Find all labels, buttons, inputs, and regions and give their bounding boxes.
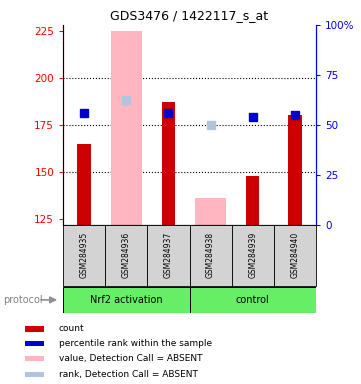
Bar [25,326,44,332]
Text: GSM284935: GSM284935 [80,232,89,278]
Text: GSM284938: GSM284938 [206,232,215,278]
Text: count: count [58,324,84,333]
Bar [274,225,316,286]
Bar [63,287,190,313]
Bar [162,102,175,225]
Text: Nrf2 activation: Nrf2 activation [90,295,163,305]
Bar [246,175,260,225]
Text: value, Detection Call = ABSENT: value, Detection Call = ABSENT [58,354,202,363]
Text: GSM284937: GSM284937 [164,232,173,278]
Bar [195,198,226,225]
Bar [78,144,91,225]
Bar [105,225,147,286]
Bar [63,225,105,286]
Bar [25,356,44,361]
Text: GSM284940: GSM284940 [290,232,299,278]
Text: rank, Detection Call = ABSENT: rank, Detection Call = ABSENT [58,370,197,379]
Bar [288,115,301,225]
Text: GSM284936: GSM284936 [122,232,131,278]
Bar [25,341,44,346]
Bar [147,225,190,286]
Bar [190,287,316,313]
Bar [190,225,232,286]
Text: protocol: protocol [4,295,43,305]
Text: GSM284939: GSM284939 [248,232,257,278]
Title: GDS3476 / 1422117_s_at: GDS3476 / 1422117_s_at [110,9,269,22]
Bar [110,31,142,225]
Text: control: control [236,295,270,305]
Bar [232,225,274,286]
Text: percentile rank within the sample: percentile rank within the sample [58,339,212,348]
Bar [25,372,44,377]
